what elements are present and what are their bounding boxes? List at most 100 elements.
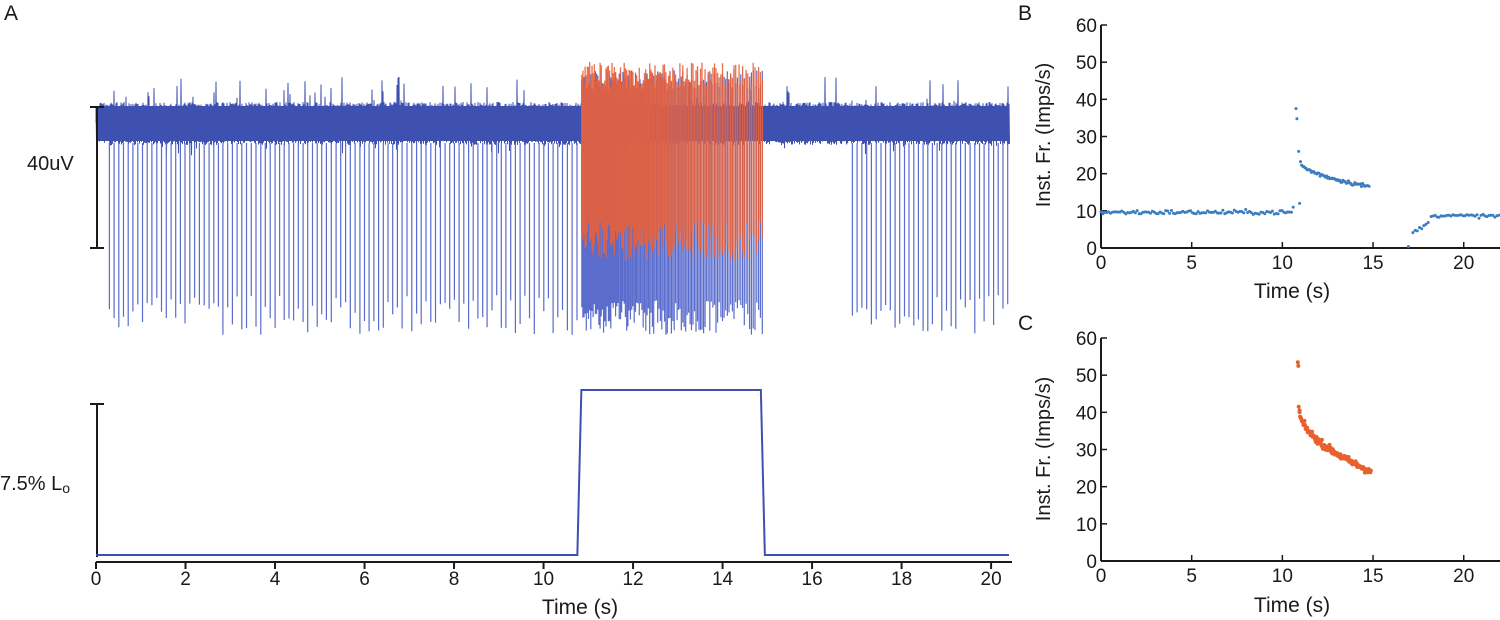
x-axis-label-b: Time (s): [1254, 280, 1330, 303]
data-point: [1346, 455, 1351, 459]
data-point: [1135, 209, 1139, 213]
x-tick-label-a: 18: [891, 569, 912, 590]
data-point: [1221, 208, 1225, 212]
data-point: [1263, 212, 1267, 216]
data-point: [1296, 404, 1301, 409]
data-point: [1305, 425, 1310, 430]
x-tick-label: 10: [1272, 566, 1293, 587]
y-tick-label: 10: [1076, 202, 1097, 223]
panel-a-length-step: 7.5% Lo 0 2 4 6 8 10 12 14 16 18 20 Time (s): [0, 389, 1012, 619]
y-tick-label: 60: [1076, 16, 1097, 37]
data-point: [1168, 211, 1172, 215]
panel-label-b: B: [1018, 2, 1032, 25]
y-tick-label: 30: [1076, 128, 1097, 149]
x-tick-label-a: 2: [180, 569, 191, 590]
data-point: [1170, 209, 1173, 212]
y-tick-label: 40: [1076, 403, 1097, 424]
data-point: [1310, 429, 1315, 434]
x-tick-label: 15: [1362, 566, 1383, 587]
y-tick-label: 60: [1076, 329, 1097, 350]
data-point: [1133, 211, 1137, 215]
panel-c: 0 5 10 15 20 0 10 20 30 40 50 60 Inst. Fr. (Imps/s)…: [1033, 329, 1500, 617]
noise-band-core: [96, 106, 1009, 141]
neural-trace: [95, 62, 1010, 335]
x-tick-label: 10: [1272, 253, 1293, 274]
y-tick-label: 30: [1076, 441, 1097, 462]
data-point: [1406, 245, 1410, 248]
highlighted-spikes: [581, 62, 763, 262]
x-tick-label: 20: [1453, 566, 1474, 587]
data-point: [1491, 213, 1495, 217]
x-tick-label: 20: [1453, 253, 1474, 274]
scale-bar-40uv-label: 40uV: [27, 153, 74, 175]
y-axis-label-c: Inst. Fr. (Imps/s): [1033, 377, 1055, 521]
axes-b: 0 5 10 15 20 0 10 20 30 40 50 60: [1076, 16, 1500, 274]
data-point: [1230, 211, 1234, 215]
data-point: [1415, 229, 1419, 233]
x-tick-label-a: 10: [533, 569, 554, 590]
data-point: [1368, 468, 1373, 473]
data-point: [1166, 209, 1170, 213]
x-tick-label-a: 16: [802, 569, 823, 590]
x-tick-label-a: 14: [712, 569, 734, 590]
data-point: [1194, 212, 1198, 216]
data-point: [1319, 437, 1324, 442]
data-point: [1475, 213, 1479, 217]
x-axis-a: 0 2 4 6 8 10 12 14 16 18 20: [91, 561, 1012, 590]
y-tick-label: 20: [1076, 165, 1097, 186]
data-point: [1257, 212, 1261, 216]
x-tick-label-a: 20: [981, 569, 1002, 590]
data-point: [1367, 184, 1371, 188]
y-axis-label-b: Inst. Fr. (Imps/s): [1033, 63, 1055, 207]
data-point: [1297, 149, 1301, 153]
x-axis-label-a: Time (s): [542, 596, 618, 619]
data-point: [1295, 117, 1299, 121]
y-tick-label: 0: [1086, 239, 1097, 260]
panel-label-c: C: [1018, 312, 1033, 335]
data-point: [1099, 210, 1103, 214]
data-point: [1289, 210, 1293, 214]
data-point: [1297, 408, 1302, 413]
panel-a-trace: 40uV: [27, 62, 1010, 335]
data-point: [1149, 211, 1152, 215]
x-axis-label-c: Time (s): [1254, 594, 1330, 617]
scatter-points-b: [1099, 107, 1500, 248]
x-tick-label-a: 12: [622, 569, 643, 590]
data-point: [1162, 212, 1166, 216]
x-tick-label-a: 6: [359, 569, 370, 590]
data-point: [1196, 210, 1200, 214]
data-point: [1270, 209, 1274, 213]
data-point: [1244, 208, 1248, 211]
data-point: [1249, 211, 1253, 215]
data-point: [1296, 363, 1301, 368]
y-tick-label: 10: [1076, 515, 1097, 536]
data-point: [1359, 185, 1363, 188]
data-point: [1422, 224, 1426, 228]
x-tick-label-a: 8: [449, 569, 460, 590]
length-step-line: [96, 389, 1009, 556]
data-point: [1433, 213, 1437, 217]
axes-c: 0 5 10 15 20 0 10 20 30 40 50 60: [1076, 329, 1500, 587]
data-point: [1411, 231, 1415, 235]
x-tick-label-a: 0: [91, 569, 102, 590]
y-tick-label: 50: [1076, 366, 1097, 387]
data-point: [1219, 211, 1223, 215]
data-point: [1497, 213, 1500, 217]
data-point: [1299, 160, 1302, 164]
data-point: [1477, 216, 1481, 220]
data-point: [1242, 211, 1246, 215]
x-tick-label: 15: [1362, 253, 1383, 274]
scatter-points-c: [1295, 360, 1373, 475]
data-point: [1291, 205, 1295, 209]
y-tick-label: 0: [1086, 552, 1097, 573]
y-tick-label: 40: [1076, 90, 1097, 111]
x-tick-label: 5: [1186, 253, 1197, 274]
data-point: [1302, 418, 1307, 423]
panel-label-a: A: [4, 2, 18, 25]
x-tick-label: 0: [1096, 253, 1107, 274]
data-point: [1298, 201, 1302, 205]
data-point: [1424, 222, 1428, 226]
data-point: [1420, 227, 1424, 231]
data-point: [1426, 221, 1430, 224]
